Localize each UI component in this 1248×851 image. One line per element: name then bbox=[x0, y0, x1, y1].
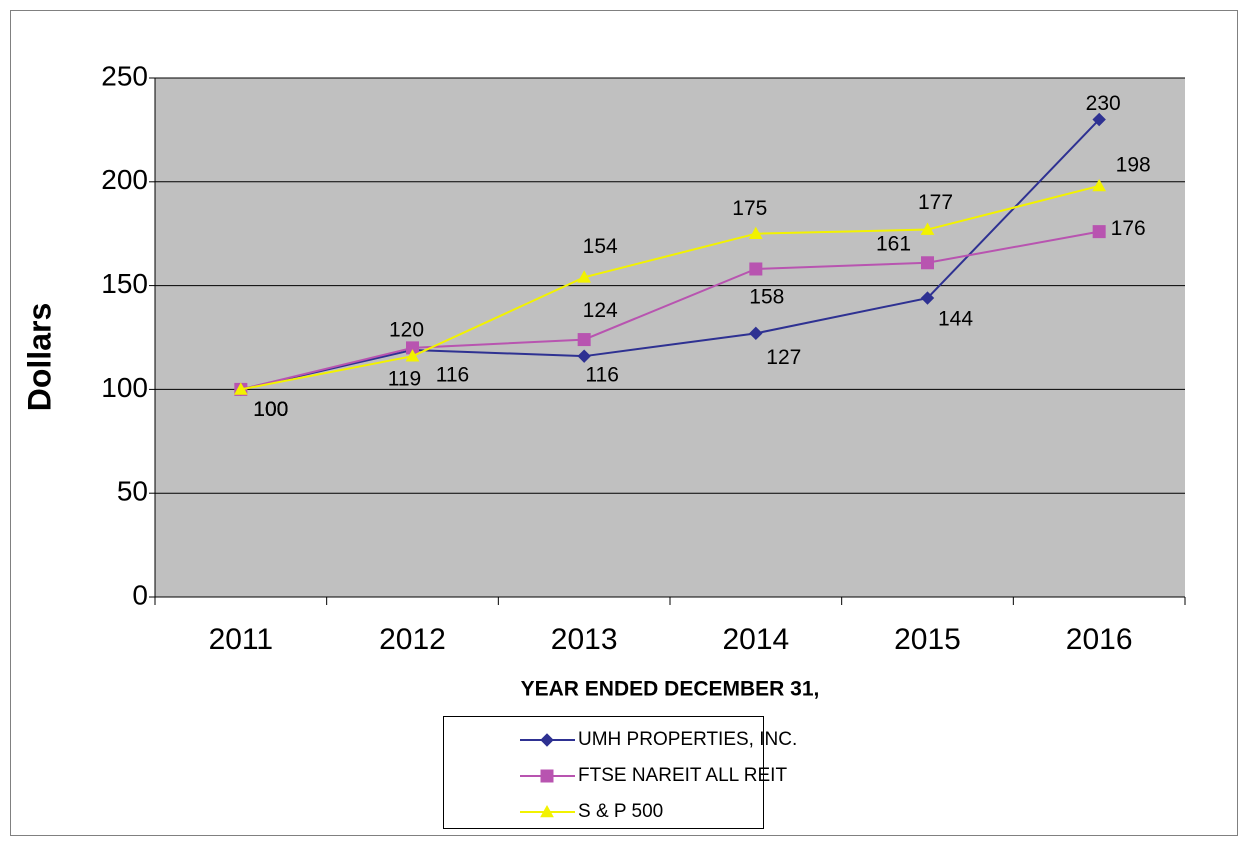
x-tick-label: 2016 bbox=[1066, 623, 1133, 656]
marker bbox=[920, 291, 935, 305]
data-label: 100 bbox=[253, 398, 288, 421]
y-tick-label: 250 bbox=[101, 60, 148, 91]
y-axis-title: Dollars bbox=[21, 303, 57, 411]
x-tick-label: 2012 bbox=[379, 623, 446, 656]
data-label: 116 bbox=[436, 364, 469, 387]
data-label: 161 bbox=[876, 232, 911, 255]
x-tick-label: 2011 bbox=[209, 623, 274, 656]
grid: 0 50 100 150 200 250 2011 2012 2013 2014 2015 2016 bbox=[101, 60, 1186, 656]
data-label: 158 bbox=[749, 286, 784, 309]
marker bbox=[749, 326, 763, 341]
marker bbox=[540, 804, 554, 818]
marker bbox=[577, 333, 591, 347]
series-line bbox=[240, 118, 1100, 391]
data-label: 124 bbox=[583, 299, 618, 322]
data-label: 175 bbox=[732, 197, 767, 220]
marker bbox=[749, 262, 763, 276]
marker bbox=[920, 222, 935, 235]
legend-label: UMH PROPERTIES, INC. bbox=[578, 729, 797, 750]
marker bbox=[577, 270, 592, 283]
marker bbox=[405, 349, 420, 362]
y-tick-label: 50 bbox=[117, 476, 148, 507]
legend-label: FTSE NAREIT ALL REIT bbox=[578, 765, 787, 786]
marker bbox=[1092, 178, 1107, 192]
x-tick-label: 2013 bbox=[551, 623, 618, 656]
plot-area bbox=[155, 78, 1185, 597]
data-label: 127 bbox=[766, 346, 801, 369]
data-label: 100 bbox=[253, 398, 288, 421]
data-label: 230 bbox=[1086, 92, 1121, 115]
series-line bbox=[240, 230, 1100, 391]
data-label: 100 bbox=[253, 398, 288, 421]
x-tick-label: 2015 bbox=[894, 623, 961, 656]
legend-box bbox=[443, 716, 764, 829]
data-label: 177 bbox=[918, 191, 953, 214]
data-label: 144 bbox=[938, 308, 973, 331]
marker bbox=[540, 769, 554, 783]
legend: UMH PROPERTIES, INC. FTSE NAREIT ALL REIT… bbox=[520, 729, 797, 822]
y-tick-label: 0 bbox=[132, 579, 148, 610]
data-label: 176 bbox=[1111, 217, 1146, 240]
marker bbox=[1092, 112, 1106, 127]
marker bbox=[921, 256, 934, 270]
data-label: 120 bbox=[389, 318, 424, 341]
y-tick-label: 200 bbox=[101, 164, 148, 195]
data-label: 154 bbox=[583, 235, 618, 258]
x-tick-label: 2014 bbox=[722, 623, 789, 656]
marker bbox=[577, 349, 591, 363]
marker bbox=[233, 382, 248, 395]
x-axis-title: YEAR ENDED DECEMBER 31, bbox=[521, 678, 820, 701]
data-label: 116 bbox=[585, 364, 618, 387]
data-label: 198 bbox=[1116, 153, 1151, 176]
series-line bbox=[240, 184, 1100, 391]
data-label: 119 bbox=[388, 368, 421, 391]
y-tick-label: 150 bbox=[101, 268, 148, 299]
marker bbox=[748, 226, 763, 239]
marker bbox=[1092, 225, 1106, 239]
legend-label: S & P 500 bbox=[578, 801, 663, 822]
marker bbox=[540, 733, 554, 747]
y-tick-label: 100 bbox=[101, 372, 148, 403]
